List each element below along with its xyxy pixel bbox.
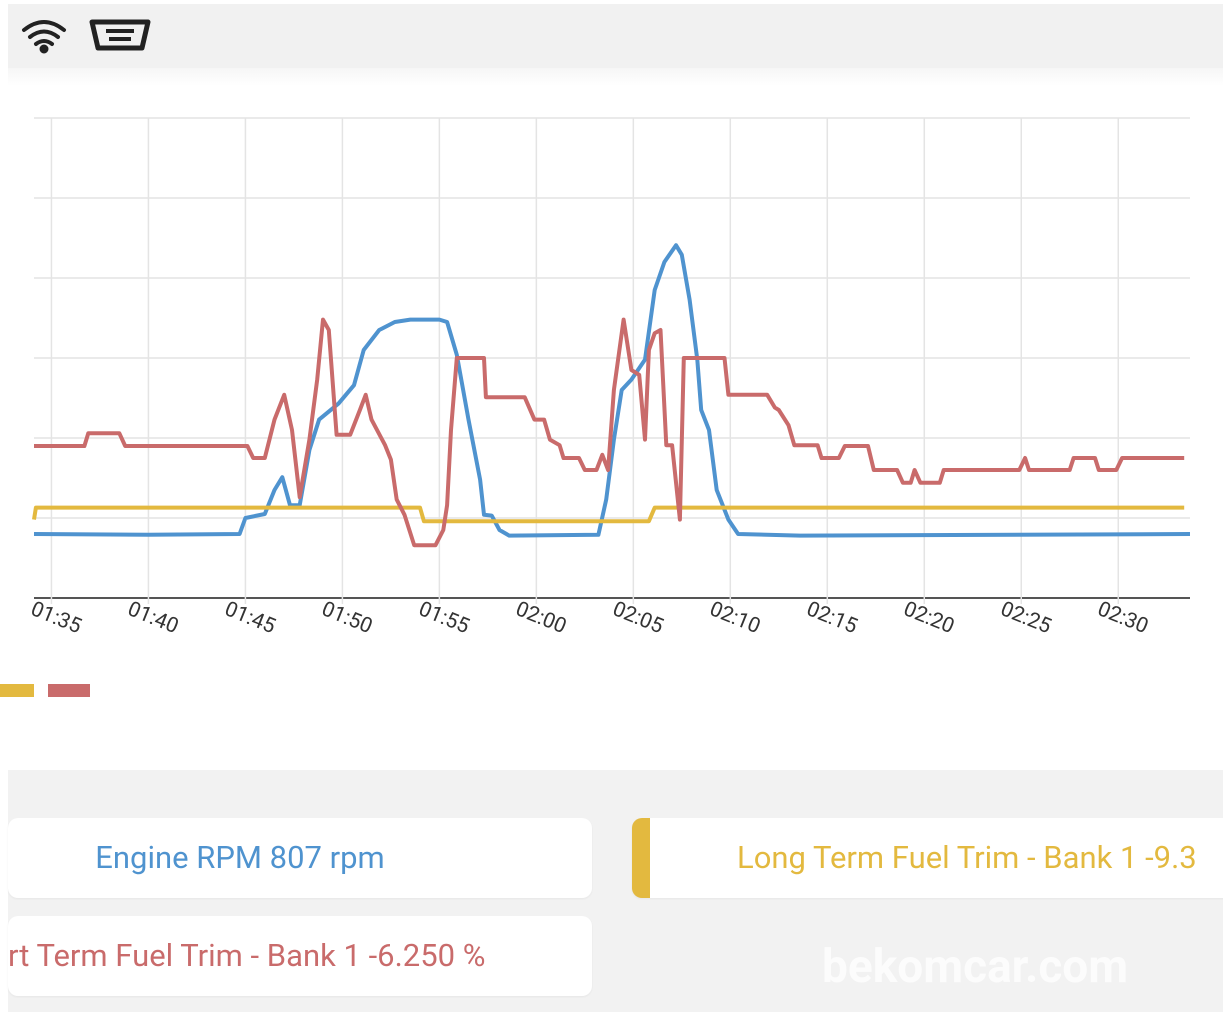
wifi-icon bbox=[22, 20, 66, 54]
x-tick-label: 02:30 bbox=[1094, 597, 1151, 639]
ltft-card[interactable]: Long Term Fuel Trim - Bank 1 -9.3 bbox=[632, 818, 1223, 898]
legend-swatch bbox=[48, 684, 90, 697]
x-tick-label: 01:55 bbox=[415, 597, 472, 639]
chart: 01:35 01:40 01:45 01:50 01:55 02:00 02:05 02:10… bbox=[0, 117, 1191, 697]
x-tick-label: 01:50 bbox=[318, 597, 375, 639]
watermark: bekomcar.com bbox=[822, 940, 1129, 994]
status-bar bbox=[8, 4, 1223, 68]
series-line bbox=[33, 243, 1191, 538]
x-tick-label: 01:45 bbox=[221, 597, 278, 639]
x-tick-label: 02:15 bbox=[803, 597, 860, 639]
x-tick-label: 02:05 bbox=[609, 597, 666, 639]
x-tick-label: 02:25 bbox=[997, 597, 1054, 639]
stft-card[interactable]: rt Term Fuel Trim - Bank 1 -6.250 % bbox=[8, 916, 592, 996]
series-line bbox=[32, 505, 1185, 524]
obd-icon bbox=[89, 19, 151, 51]
x-tick-label: 02:00 bbox=[512, 597, 569, 639]
status-icons bbox=[22, 19, 151, 54]
toolbar-shadow bbox=[8, 68, 1223, 86]
x-tick-label: 02:20 bbox=[900, 597, 957, 639]
series-line bbox=[34, 317, 1185, 548]
x-tick-label: 01:35 bbox=[27, 597, 84, 639]
rpm-card[interactable]: Engine RPM 807 rpm bbox=[8, 818, 592, 898]
x-tick-label: 01:40 bbox=[124, 597, 181, 639]
legend-swatch bbox=[0, 684, 34, 697]
x-tick-label: 02:10 bbox=[706, 597, 763, 639]
